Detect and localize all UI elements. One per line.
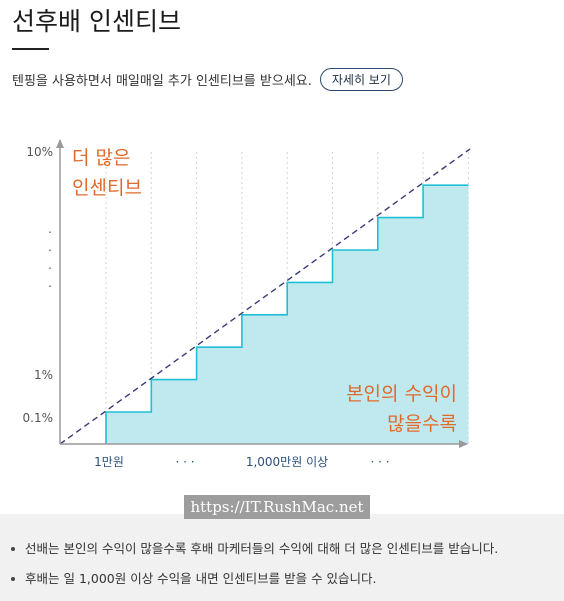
x-tick-label: · · · (370, 455, 389, 469)
incentive-chart: 10% 1% 0.1% .... 1만원 · · · 1,000만원 이상 · · · 더… (0, 120, 564, 480)
view-details-button[interactable]: 자세히 보기 (319, 67, 403, 91)
y-axis-arrow (56, 139, 64, 148)
x-tick-labels: 1만원 · · · 1,000만원 이상 · · · (94, 455, 389, 469)
incentive-step-line (105, 184, 469, 444)
x-tick-label: 1,000만원 이상 (246, 455, 328, 469)
intro-row: 텐핑을 사용하면서 매일매일 추가 인센티브를 받으세요. 자세히 보기 (12, 66, 403, 92)
incentive-chart-svg: 10% 1% 0.1% .... 1만원 · · · 1,000만원 이상 · · · 더… (23, 139, 471, 469)
y-tick-label: 0.1% (23, 411, 54, 425)
note-item: 선배는 본인의 수익이 많을수록 후배 마케터들의 수익에 대해 더 많은 인센… (11, 541, 498, 571)
page-title: 선후배 인센티브 (12, 7, 181, 36)
y-ellipsis-dot: . (48, 258, 52, 272)
note-item: 후배는 일 1,000원 이상 수익을 내면 인센티브를 받을 수 있습니다. (11, 571, 498, 601)
y-ellipsis: .... (48, 222, 52, 290)
annotation-text: 더 많은 (72, 147, 130, 169)
trend-line (59, 148, 471, 445)
bullet-icon (11, 577, 15, 581)
x-tick-label: · · · (175, 455, 194, 469)
y-tick-labels: 10% 1% 0.1% (23, 145, 54, 425)
bullet-icon (11, 547, 15, 551)
note-text: 선배는 본인의 수익이 많을수록 후배 마케터들의 수익에 대해 더 많은 인센… (25, 541, 499, 556)
notes-list: 선배는 본인의 수익이 많을수록 후배 마케터들의 수익에 대해 더 많은 인센… (11, 541, 498, 601)
y-ellipsis-dot: . (48, 222, 52, 236)
note-text: 후배는 일 1,000원 이상 수익을 내면 인센티브를 받을 수 있습니다. (25, 571, 377, 586)
x-axis-arrow (459, 440, 468, 448)
annotation-text: 많을수록 (387, 413, 457, 435)
title-underline (12, 48, 49, 50)
y-tick-label: 10% (26, 145, 53, 159)
intro-text: 텐핑을 사용하면서 매일매일 추가 인센티브를 받으세요. (12, 73, 312, 89)
notes-panel: 선배는 본인의 수익이 많을수록 후배 마케터들의 수익에 대해 더 많은 인센… (0, 514, 564, 601)
annotation-text: 인센티브 (72, 177, 142, 199)
x-tick-label: 1만원 (94, 455, 124, 469)
y-ellipsis-dot: . (48, 276, 52, 290)
y-ellipsis-dot: . (48, 240, 52, 254)
y-tick-label: 1% (34, 368, 53, 382)
annotation-text: 본인의 수익이 (346, 383, 457, 405)
watermark: https://IT.RushMac.net (184, 495, 370, 519)
